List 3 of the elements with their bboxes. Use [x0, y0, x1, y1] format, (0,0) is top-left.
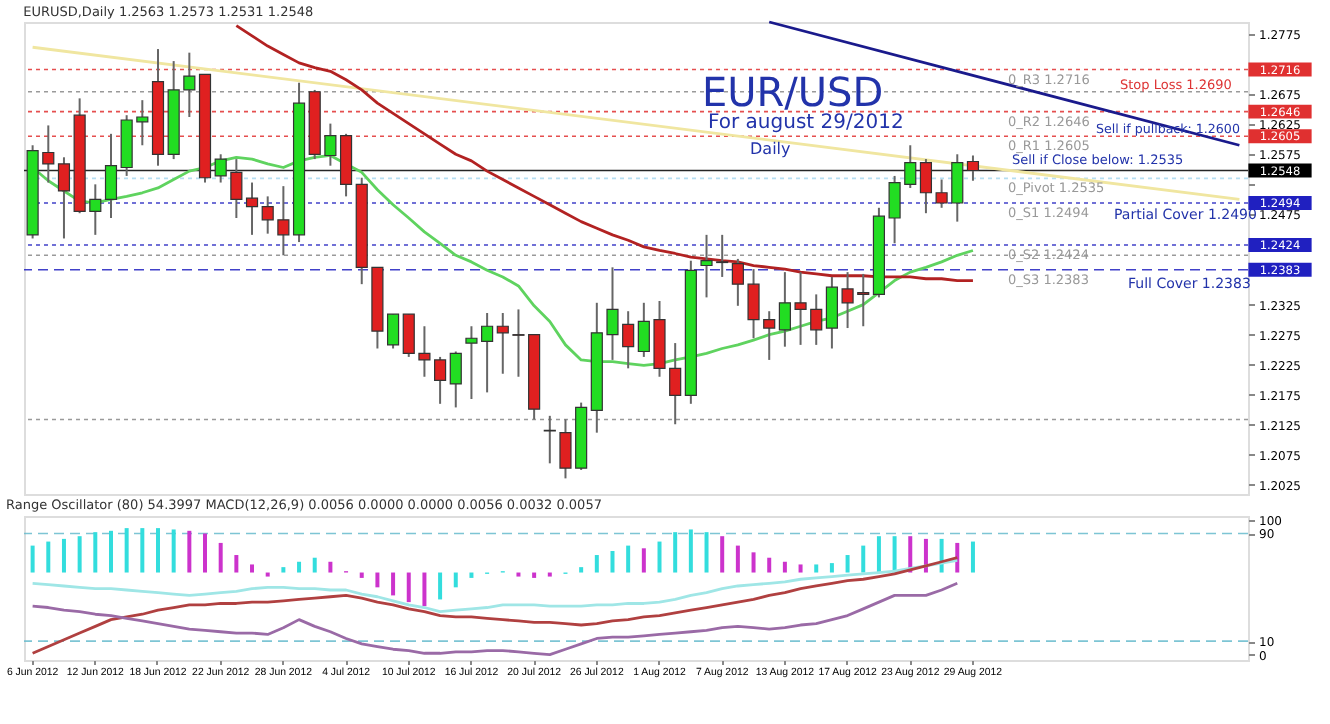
annotation: EUR/USD — [702, 68, 884, 116]
annotation: For august 29/2012 — [708, 112, 904, 134]
annotation: Daily — [750, 140, 792, 158]
